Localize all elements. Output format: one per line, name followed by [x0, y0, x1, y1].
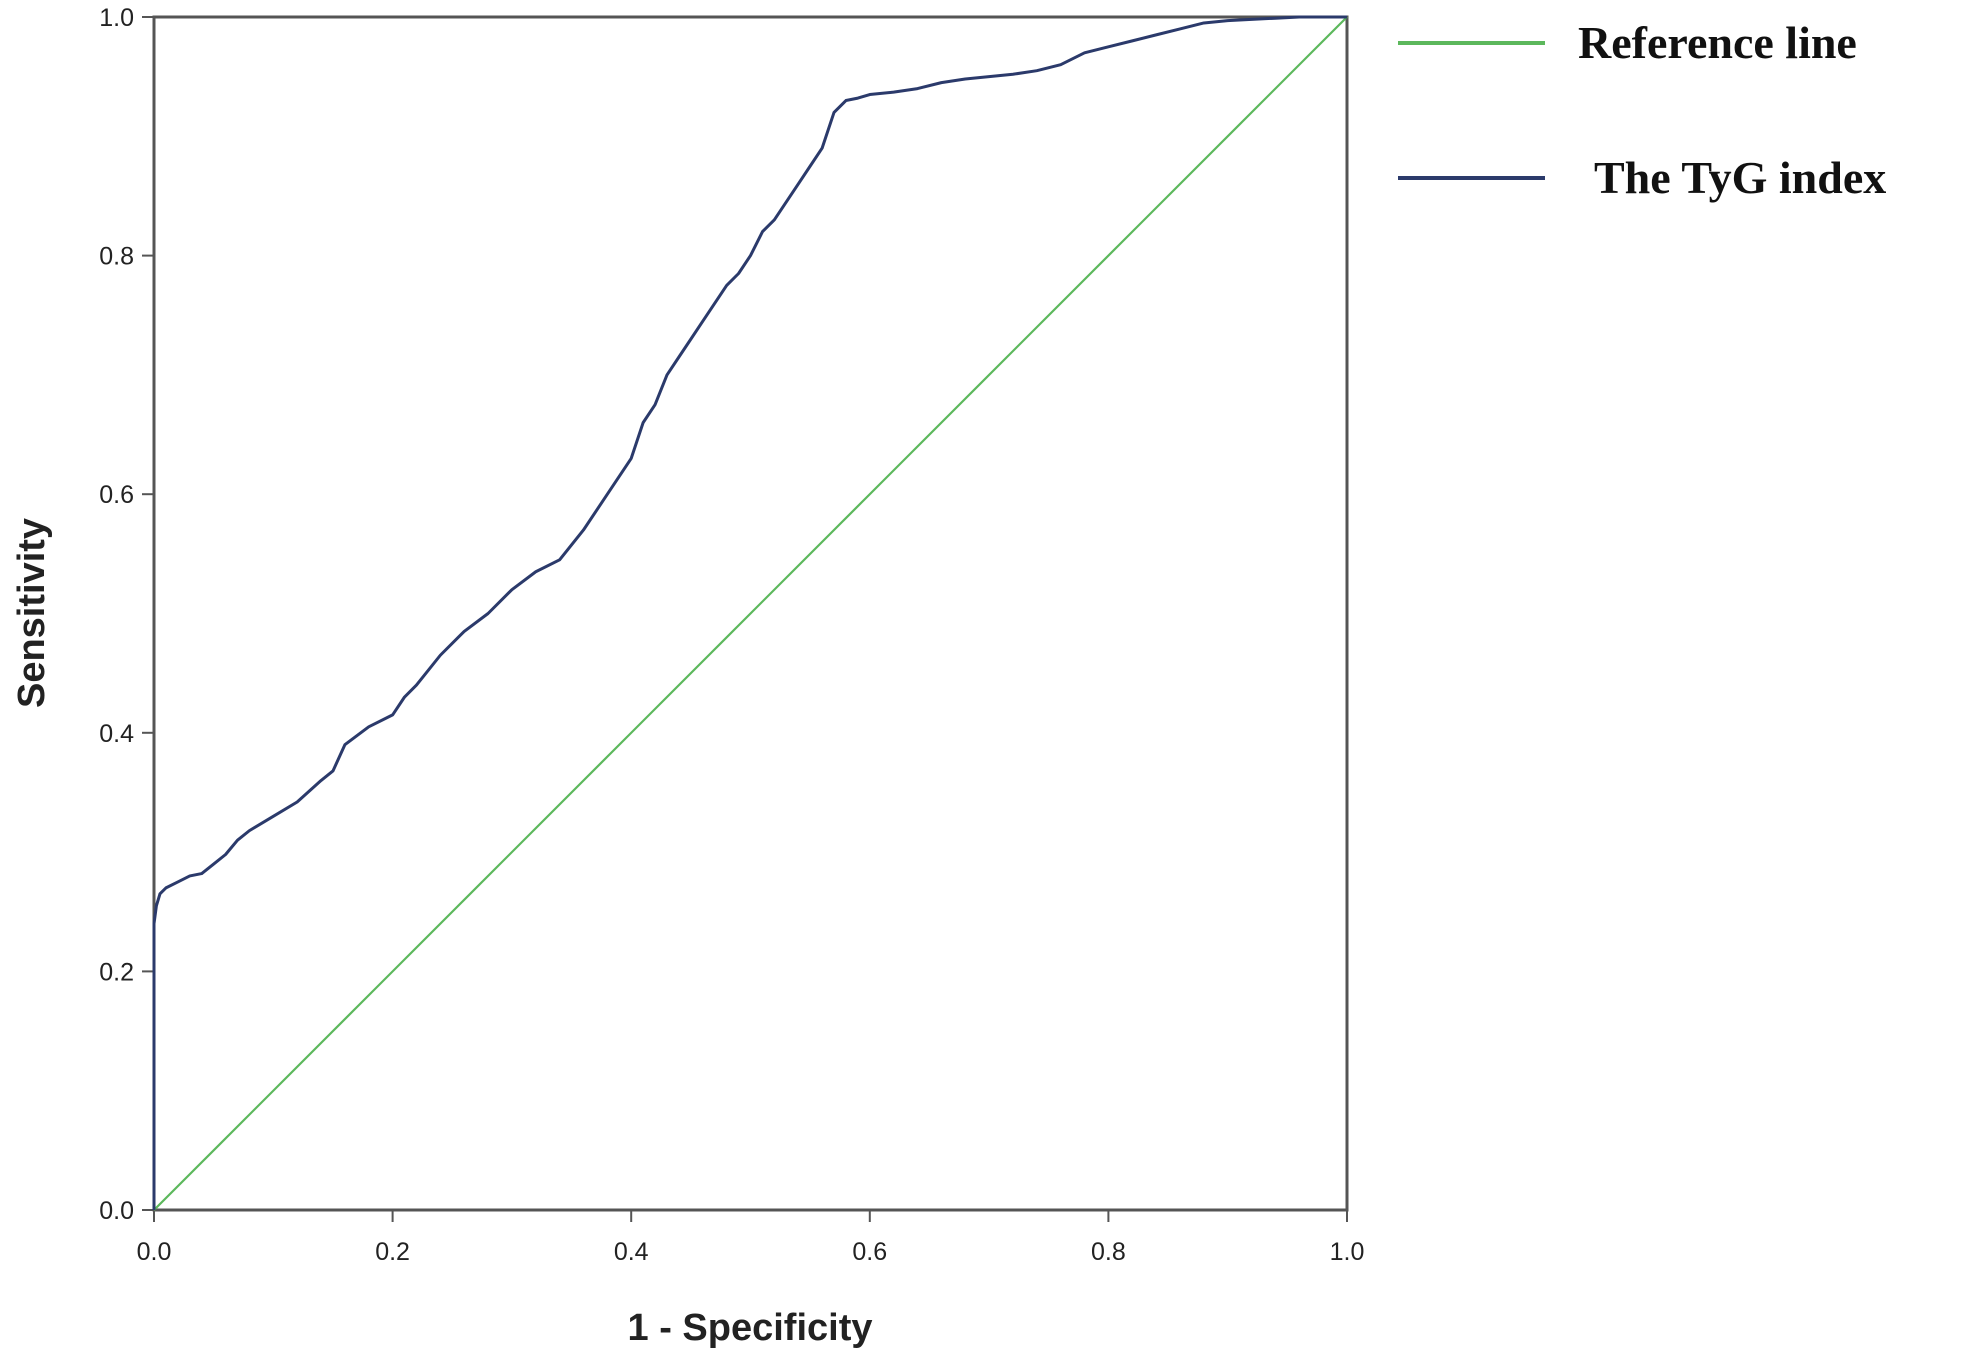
y-axis: 0.0 0.2 0.4 0.6 0.8 1.0	[99, 4, 154, 1225]
y-tick-label: 0.2	[99, 958, 134, 986]
series-layer	[152, 15, 1348, 1211]
x-tick-label: 1.0	[1330, 1238, 1365, 1266]
y-tick-label: 0.4	[99, 720, 134, 748]
x-tick-label: 0.6	[852, 1238, 887, 1266]
y-tick-label: 0.8	[99, 243, 134, 271]
x-axis: 0.0 0.2 0.4 0.6 0.8 1.0	[137, 1210, 1365, 1266]
y-axis-title: Sensitivity	[11, 518, 53, 708]
y-tick-label: 0.6	[99, 481, 134, 509]
series-line-0	[153, 16, 1348, 1211]
series-line-1	[152, 15, 1347, 1210]
legend-label-1: The TyG index	[1594, 152, 1886, 203]
legend-label-0: Reference line	[1578, 17, 1857, 68]
x-tick-label: 0.2	[375, 1238, 410, 1266]
plot-frame	[152, 15, 1349, 1212]
x-tick-label: 0.4	[614, 1238, 649, 1266]
x-tick-label: 0.8	[1091, 1238, 1126, 1266]
y-tick-label: 1.0	[99, 4, 134, 32]
x-tick-label: 0.0	[137, 1238, 172, 1266]
x-axis-title: 1 - Specificity	[628, 1307, 873, 1349]
legend: Reference line The TyG index	[1398, 17, 1886, 203]
y-tick-label: 0.0	[99, 1197, 134, 1225]
